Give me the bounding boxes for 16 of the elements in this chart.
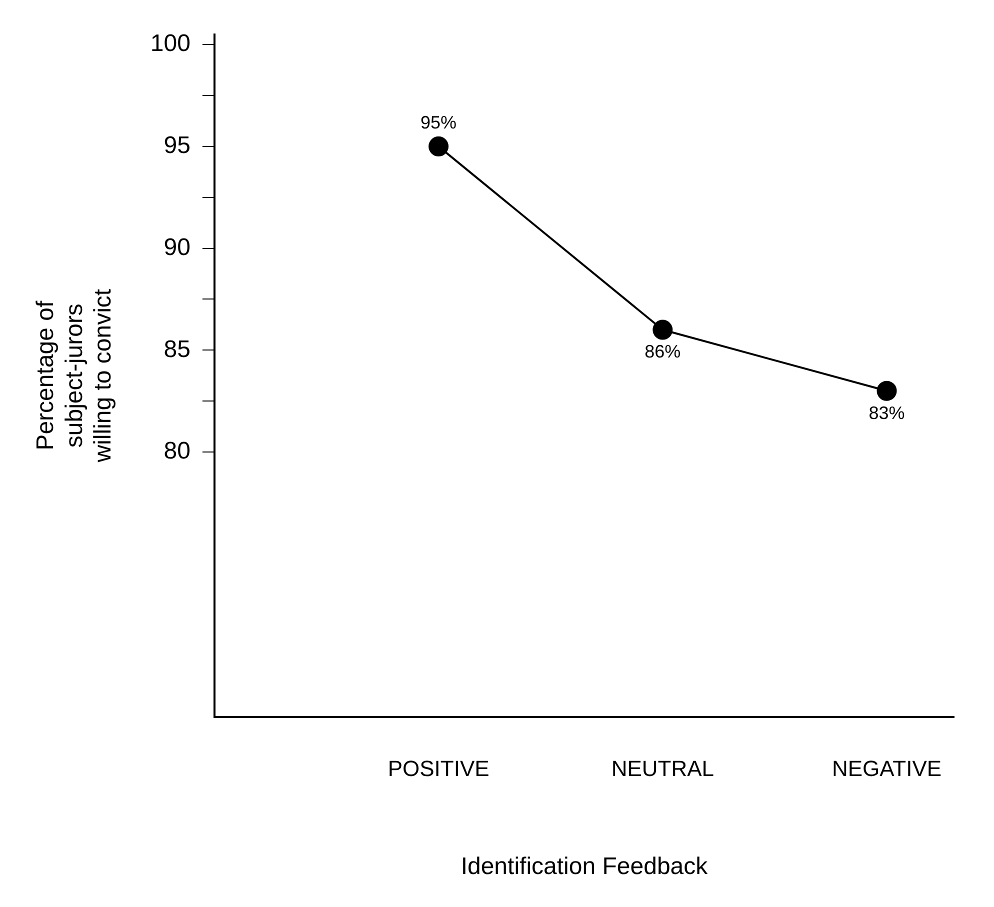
data-label: 95%	[420, 112, 457, 132]
data-label: 83%	[868, 402, 905, 423]
x-tick-label: NEUTRAL	[611, 756, 714, 782]
point	[652, 320, 673, 340]
point	[876, 380, 897, 401]
x-tick-label: NEGATIVE	[832, 756, 942, 782]
y-tick-label: 85	[164, 336, 190, 363]
x-axis-title: Identification Feedback	[460, 853, 709, 880]
y-tick-label: 90	[164, 234, 190, 261]
y-tick-label: 100	[150, 30, 190, 58]
data-label: 86%	[644, 342, 681, 362]
point	[428, 136, 449, 156]
y-tick-label: 95	[164, 132, 190, 160]
y-axis-title: Percentage of subject-jurors willing to convict	[32, 288, 117, 464]
x-tick-label: POSITIVE	[388, 756, 490, 782]
y-tick-label: 80	[164, 438, 190, 465]
